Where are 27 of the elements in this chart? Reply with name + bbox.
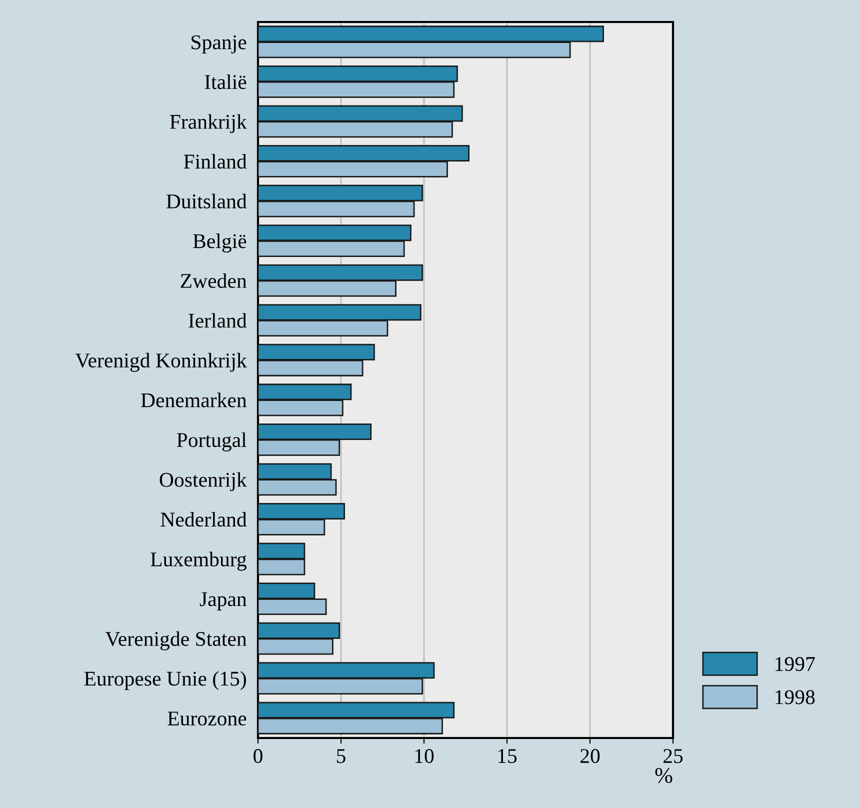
y-tick-label: Verenigde Staten xyxy=(105,631,247,650)
y-tick-label: Frankrijk xyxy=(170,114,247,134)
x-axis-title: % xyxy=(655,768,672,784)
x-tick-label: 0 xyxy=(254,749,262,764)
y-tick-label: Ierland xyxy=(188,313,247,328)
y-tick-label: Portugal xyxy=(176,432,246,452)
y-tick-label: Spanje xyxy=(192,35,246,54)
y-tick-label: Duitsland xyxy=(166,194,247,208)
legend-label: 1997 xyxy=(776,657,815,672)
y-tick-label: Zweden xyxy=(180,273,247,288)
y-tick-label: Denemarken xyxy=(141,392,247,408)
y-tick-label: Verenigd Koninkrijk xyxy=(75,352,247,372)
x-tick-label: 25 xyxy=(664,749,683,764)
x-tick-label: 15 xyxy=(498,749,517,764)
y-tick-label: Japan xyxy=(200,592,247,610)
y-tick-label: Eurozone xyxy=(168,712,246,726)
y-tick-label: Italië xyxy=(204,74,246,90)
x-tick-label: 20 xyxy=(580,749,600,764)
y-tick-label: Nederland xyxy=(160,512,247,527)
y-tick-label: België xyxy=(193,234,246,252)
x-tick-label: 10 xyxy=(415,749,434,764)
legend-label: 1998 xyxy=(776,690,815,704)
y-tick-label: Europese Unie (15) xyxy=(84,671,246,690)
y-tick-label: Finland xyxy=(184,154,247,169)
y-tick-label: Luxemburg xyxy=(150,552,246,571)
x-tick-label: 5 xyxy=(337,749,346,764)
y-tick-label: Oostenrijk xyxy=(160,472,247,492)
